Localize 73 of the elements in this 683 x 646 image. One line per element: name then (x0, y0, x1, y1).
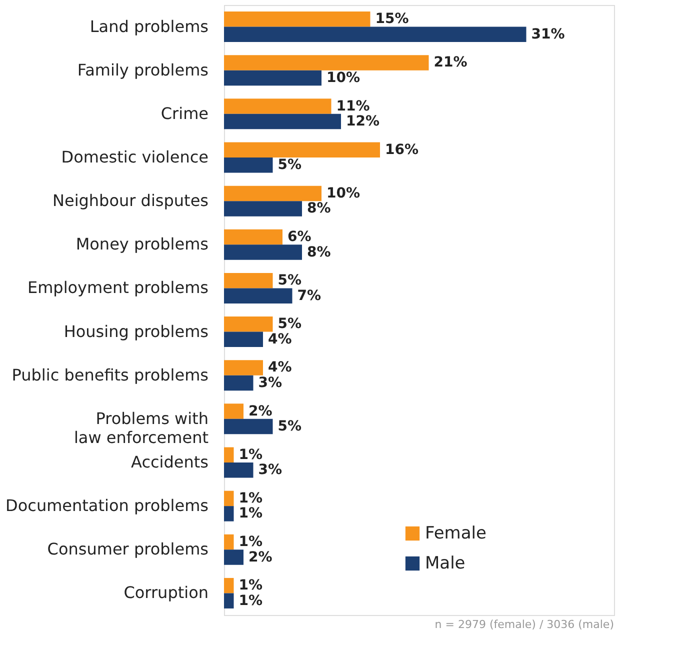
data-label: 3% (258, 462, 282, 478)
bar (224, 158, 273, 173)
bar (224, 550, 244, 565)
data-label: 2% (248, 549, 272, 566)
bar (224, 55, 429, 70)
bar (224, 316, 273, 332)
y-tick-label: Problems with law enforcement (74, 408, 208, 447)
data-label: 5% (278, 316, 302, 332)
y-tick-label: Accidents (131, 452, 208, 472)
bar (224, 490, 234, 506)
y-tick-label: Land problems (90, 16, 208, 36)
bar (224, 462, 254, 478)
bar (224, 593, 234, 608)
data-label: 21% (434, 54, 468, 71)
data-label: 3% (258, 374, 282, 391)
bar (224, 70, 322, 86)
data-label: 1% (238, 490, 263, 506)
bar (224, 12, 370, 27)
bar (224, 506, 234, 522)
bar (224, 26, 526, 42)
data-label: 31% (531, 26, 565, 42)
data-label: 15% (375, 11, 409, 28)
data-label: 8% (307, 244, 331, 260)
legend-label: Female (425, 524, 486, 544)
bar (224, 272, 273, 288)
y-tick-label: Consumer problems (47, 540, 208, 559)
y-tick-label: Money problems (76, 234, 208, 254)
bar (224, 201, 302, 216)
bar (224, 447, 234, 462)
bar (224, 186, 322, 202)
y-tick-label: Corruption (124, 583, 208, 602)
text: n = 2979 (female) / 3036 (male) (434, 618, 614, 631)
data-label: 1% (238, 506, 263, 522)
y-tick-label: Domestic violence (61, 148, 208, 166)
data-label: 1% (238, 446, 263, 463)
data-label: 1% (238, 592, 263, 609)
y-tick-label: Employment problems (27, 278, 208, 298)
bar (224, 288, 292, 304)
data-label: 11% (336, 98, 370, 114)
y-tick-label: Neighbour disputes (52, 191, 208, 210)
data-label: 5% (278, 272, 302, 289)
data-label: 5% (278, 157, 302, 174)
bar (224, 229, 282, 245)
bar (224, 404, 244, 419)
data-label: 8% (307, 200, 331, 217)
y-tick-label: Family problems (77, 60, 208, 80)
data-label: 10% (326, 185, 360, 202)
data-label: 7% (297, 288, 322, 304)
data-label: 1% (238, 534, 263, 550)
data-label: 6% (288, 229, 312, 246)
bar (224, 360, 263, 376)
data-label: 10% (326, 70, 360, 86)
bar (224, 578, 234, 594)
y-tick-label: Crime (160, 104, 208, 123)
data-label: 4% (268, 360, 292, 376)
data-label: 4% (268, 331, 292, 348)
bar (224, 332, 263, 348)
y-tick-label: Documentation problems (6, 496, 208, 516)
legend-label: Male (425, 554, 466, 574)
y-tick-label: Public benefits problems (12, 365, 208, 384)
bar (224, 375, 254, 391)
bar (224, 244, 302, 260)
bar (224, 98, 332, 114)
data-label: 1% (238, 578, 263, 594)
bar (224, 142, 380, 158)
bar (224, 114, 341, 130)
bar (224, 534, 234, 550)
data-label: 2% (248, 403, 272, 420)
data-label: 12% (346, 114, 380, 130)
bar (224, 418, 273, 434)
data-label: 5% (278, 418, 302, 435)
y-tick-label: Housing problems (64, 322, 208, 341)
data-label: 16% (385, 142, 419, 158)
